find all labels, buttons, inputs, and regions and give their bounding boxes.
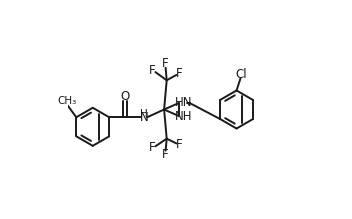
Text: F: F bbox=[162, 148, 169, 161]
Text: F: F bbox=[162, 57, 169, 70]
Text: Cl: Cl bbox=[236, 68, 247, 81]
Text: O: O bbox=[120, 90, 130, 103]
Text: CH₃: CH₃ bbox=[57, 97, 76, 106]
Text: N: N bbox=[139, 111, 148, 124]
Text: F: F bbox=[149, 141, 156, 154]
Text: HN: HN bbox=[174, 96, 192, 109]
Text: H: H bbox=[140, 109, 148, 119]
Text: F: F bbox=[149, 64, 156, 77]
Text: NH: NH bbox=[174, 110, 192, 123]
Text: F: F bbox=[176, 138, 183, 151]
Text: F: F bbox=[176, 67, 183, 80]
